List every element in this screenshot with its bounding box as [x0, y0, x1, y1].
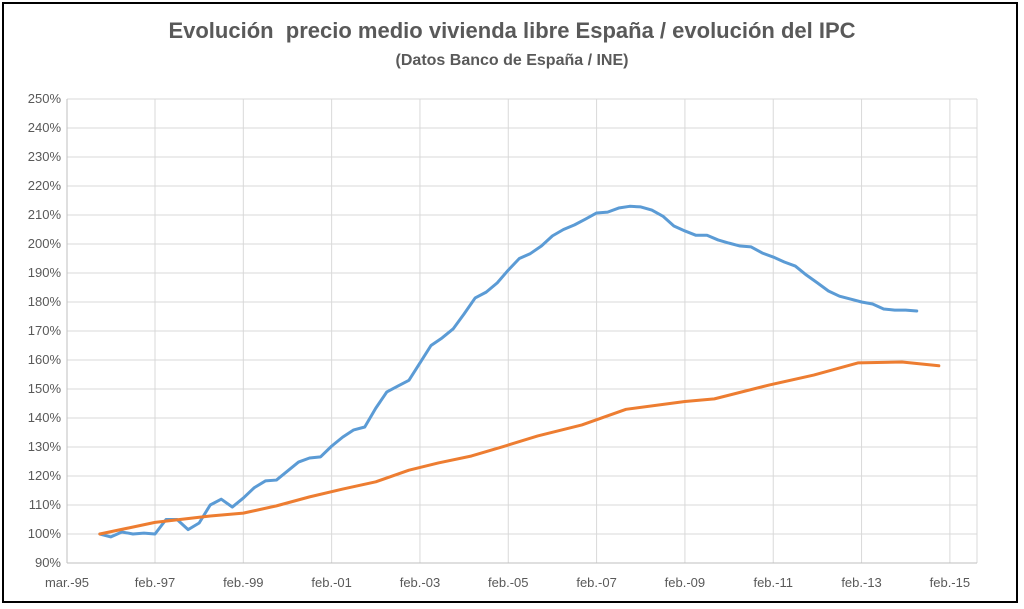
x-tick-label: feb.-99 — [223, 575, 263, 590]
x-tick-label: feb.-15 — [930, 575, 970, 590]
y-tick-label: 250% — [28, 91, 62, 106]
x-tick-label: feb.-97 — [135, 575, 175, 590]
series-line-2 — [98, 360, 941, 536]
chart-title: Evolución precio medio vivienda libre Es… — [168, 18, 856, 43]
y-tick-label: 240% — [28, 120, 62, 135]
y-tick-label: 90% — [35, 555, 61, 570]
x-tick-label: feb.-07 — [576, 575, 616, 590]
y-tick-label: 180% — [28, 294, 62, 309]
y-tick-label: 160% — [28, 352, 62, 367]
x-tick-label: feb.-05 — [488, 575, 528, 590]
chart-subtitle: (Datos Banco de España / INE) — [395, 52, 629, 69]
x-tick-label: feb.-09 — [665, 575, 705, 590]
y-tick-label: 100% — [28, 526, 62, 541]
x-tick-label: feb.-13 — [841, 575, 881, 590]
x-tick-label: feb.-11 — [753, 575, 793, 590]
y-tick-label: 110% — [29, 497, 62, 512]
y-tick-label: 210% — [28, 207, 62, 222]
y-tick-label: 170% — [28, 323, 62, 338]
y-tick-label: 130% — [28, 439, 62, 454]
y-tick-label: 200% — [28, 236, 62, 251]
y-tick-label: 220% — [28, 178, 62, 193]
x-tick-label: feb.-01 — [311, 575, 351, 590]
series-line-1 — [98, 204, 919, 539]
x-tick-label: feb.-03 — [400, 575, 440, 590]
y-tick-label: 190% — [28, 265, 62, 280]
y-tick-label: 150% — [28, 381, 62, 396]
y-tick-label: 140% — [28, 410, 62, 425]
x-tick-label: mar.-95 — [45, 575, 89, 590]
y-tick-label: 120% — [28, 468, 62, 483]
y-tick-label: 230% — [28, 149, 62, 164]
